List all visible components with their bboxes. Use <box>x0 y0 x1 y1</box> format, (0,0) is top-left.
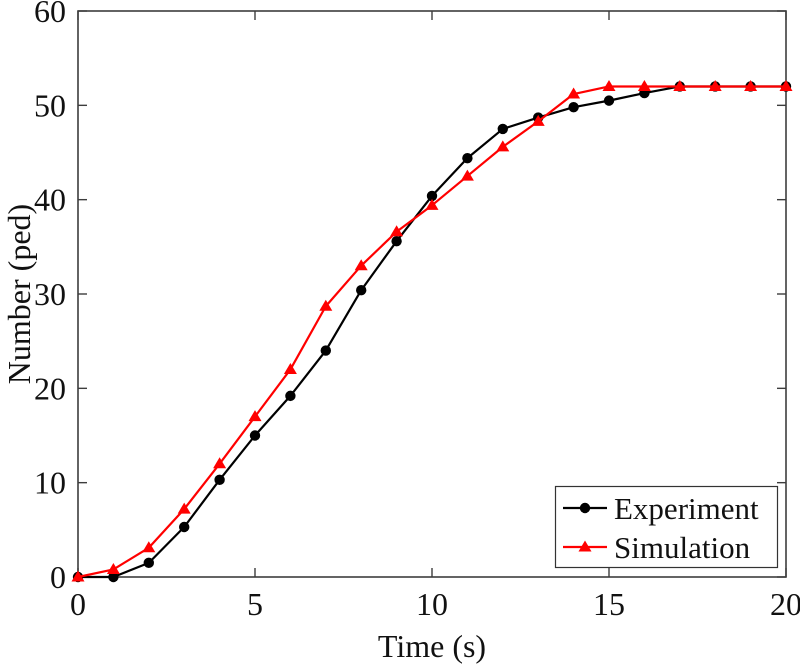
simulation-marker <box>354 259 368 271</box>
data-series <box>71 79 793 583</box>
experiment-marker <box>426 190 438 202</box>
simulation-marker <box>248 410 262 422</box>
y-tick-label: 60 <box>34 0 66 29</box>
y-tick-label: 0 <box>50 559 66 595</box>
legend-label-simulation: Simulation <box>614 530 751 565</box>
simulation-marker <box>744 79 758 91</box>
y-axis-label: Number (ped) <box>1 204 37 384</box>
experiment-marker <box>603 95 615 106</box>
experiment-legend-marker <box>579 502 591 514</box>
experiment-marker <box>568 102 579 113</box>
experiment-marker <box>143 557 154 569</box>
simulation-marker <box>496 140 510 152</box>
series-experiment <box>72 81 792 583</box>
simulation-marker <box>708 79 722 91</box>
simulation-marker <box>390 225 404 237</box>
experiment-marker <box>497 123 508 135</box>
x-tick-label: 15 <box>593 586 625 622</box>
simulation-marker <box>283 362 297 374</box>
legend-label-experiment: Experiment <box>614 491 759 526</box>
simulation-marker <box>637 79 651 91</box>
y-tick-label: 40 <box>34 182 66 218</box>
simulation-marker <box>319 299 333 311</box>
simulation-marker <box>673 79 687 91</box>
y-tick-label: 20 <box>34 370 66 406</box>
y-tick-label: 10 <box>34 465 66 501</box>
simulation-marker <box>71 570 85 582</box>
x-tick-label: 0 <box>70 586 86 622</box>
experiment-marker <box>391 235 402 247</box>
simulation-marker <box>460 169 474 181</box>
simulation-legend-marker <box>578 540 592 552</box>
legend: Experiment Simulation <box>554 485 779 569</box>
legend-box <box>554 485 779 569</box>
simulation-marker <box>106 562 120 574</box>
experiment-marker <box>462 152 473 164</box>
x-axis-label: Time (s) <box>378 628 486 664</box>
simulation-marker <box>177 502 191 514</box>
legend-item-simulation: Simulation <box>563 530 751 565</box>
simulation-marker <box>531 114 545 126</box>
experiment-marker <box>179 521 190 533</box>
experiment-marker <box>320 345 331 356</box>
y-tick-label: 50 <box>34 87 66 123</box>
axis-ticks: 0 5 10 15 20 0 10 20 30 40 50 60 <box>34 0 800 622</box>
experiment-marker <box>356 285 367 296</box>
series-simulation <box>71 79 793 582</box>
simulation-marker <box>602 79 616 91</box>
experiment-marker <box>249 430 261 441</box>
legend-item-experiment: Experiment <box>563 491 759 526</box>
y-tick-label: 30 <box>34 276 66 312</box>
x-tick-label: 10 <box>416 586 448 622</box>
simulation-marker <box>213 457 227 469</box>
simulation-marker <box>567 87 581 99</box>
simulation-marker <box>425 198 439 210</box>
experiment-marker <box>214 474 225 486</box>
experiment-marker <box>285 390 296 402</box>
simulation-marker <box>142 541 156 553</box>
experiment-marker <box>108 571 119 583</box>
x-tick-label: 5 <box>247 586 263 622</box>
x-tick-label: 20 <box>770 586 800 622</box>
simulation-marker <box>779 79 793 91</box>
